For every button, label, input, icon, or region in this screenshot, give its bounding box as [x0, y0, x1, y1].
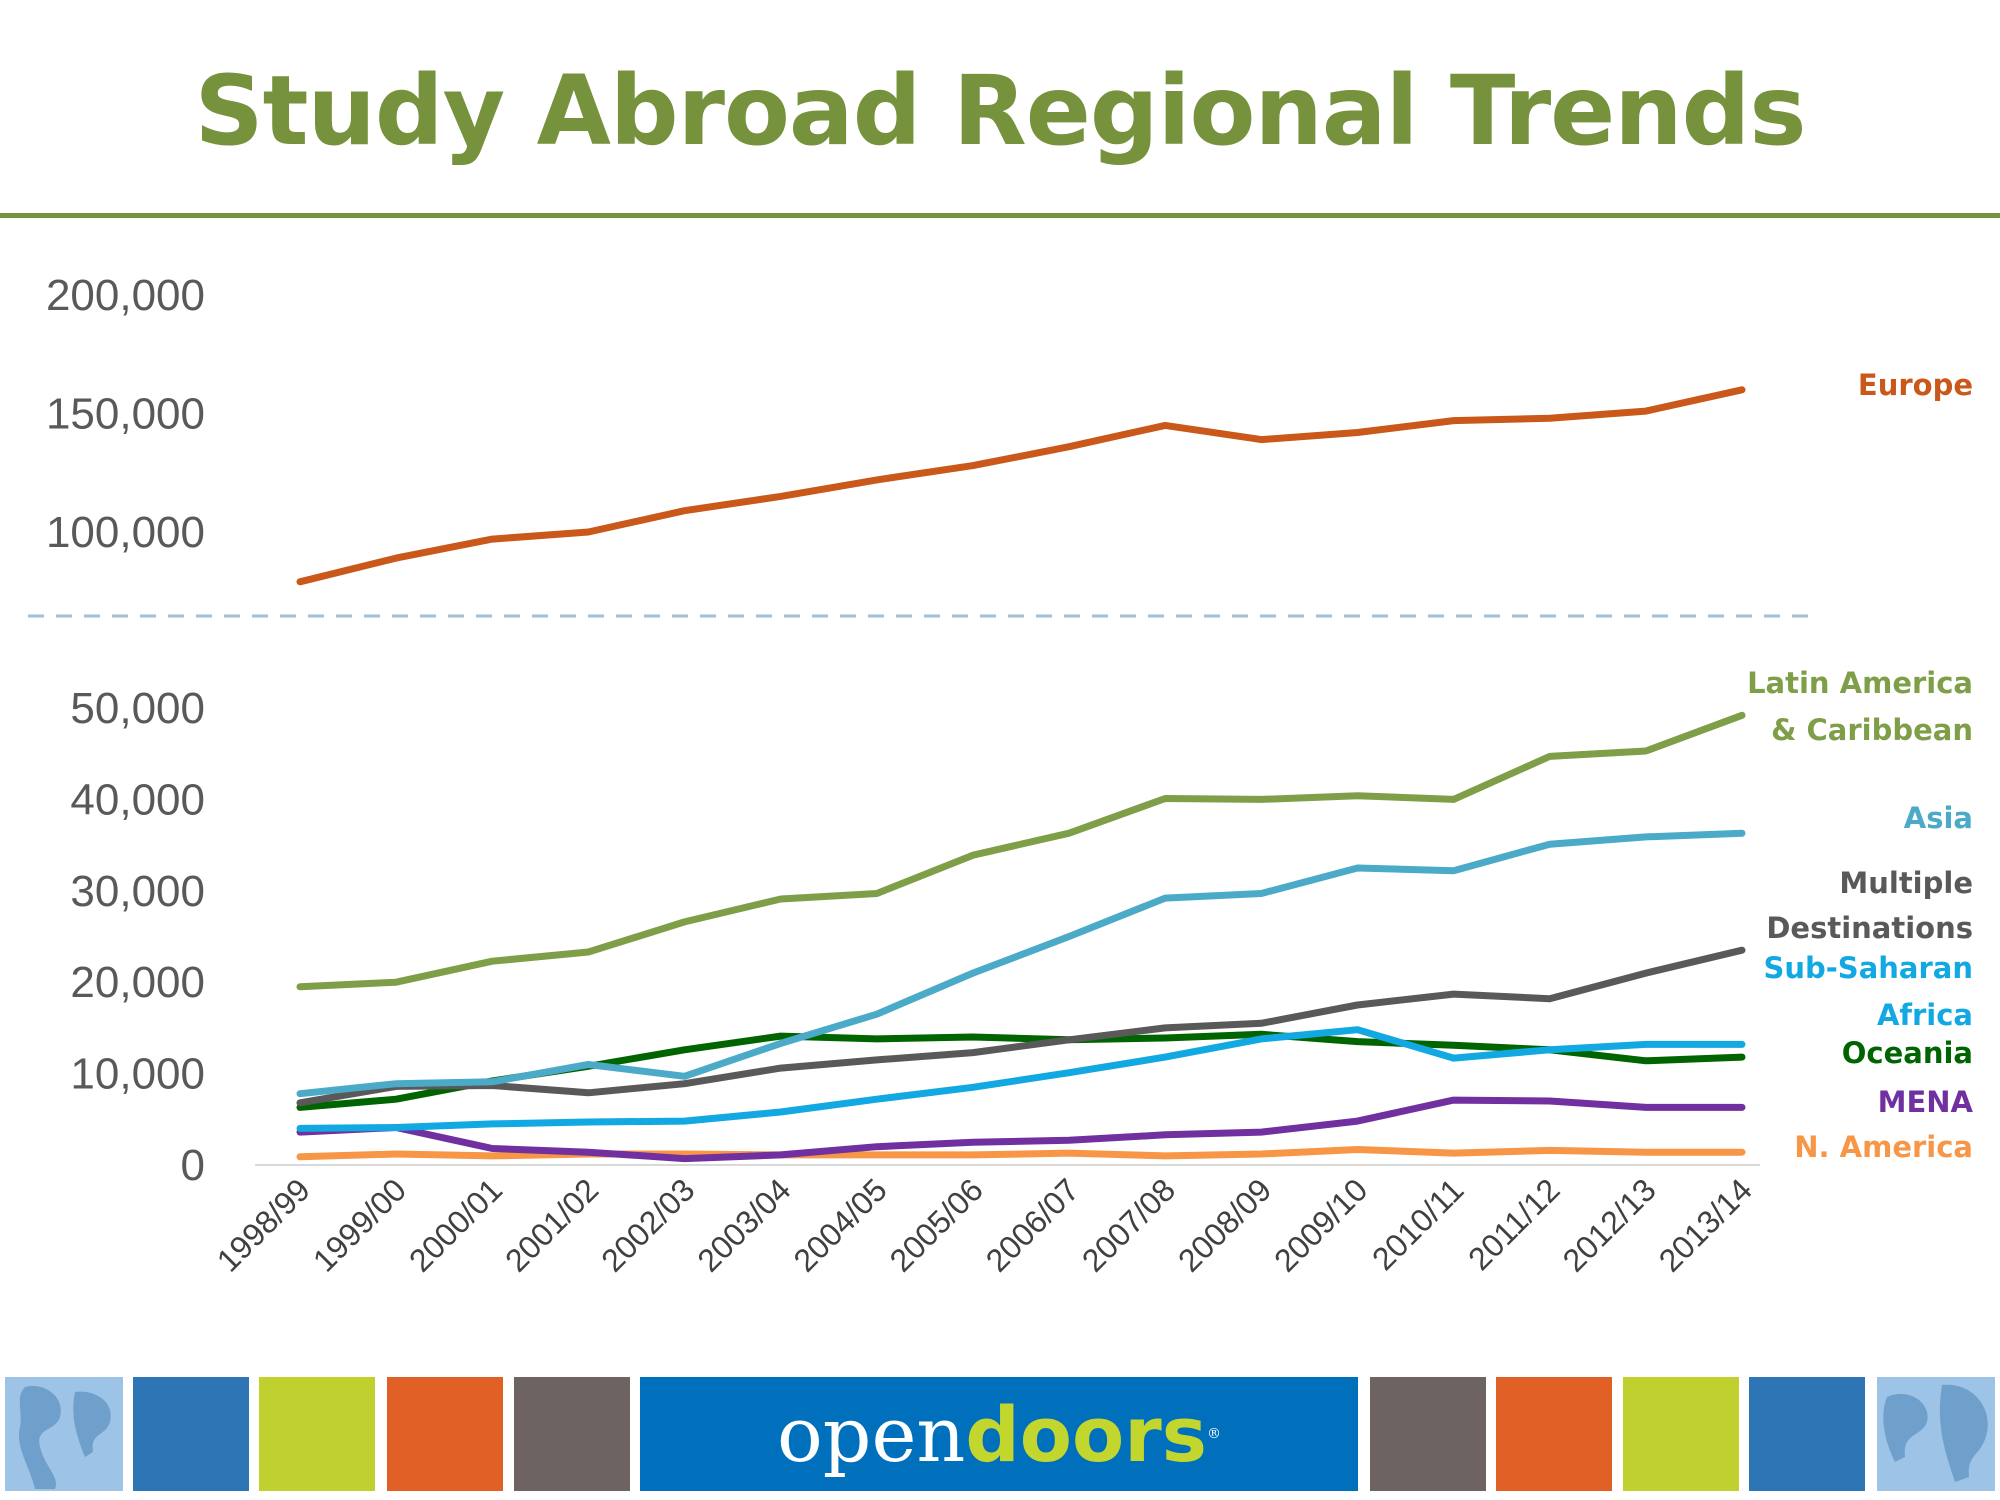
x-tick-label: 1998/99	[210, 1171, 317, 1278]
x-axis-ticks: 1998/991999/002000/012001/022002/032003/…	[210, 1171, 1759, 1278]
y-tick-label: 0	[181, 1141, 205, 1190]
world-map-left-tile	[5, 1377, 123, 1491]
footer-tile-lime-1	[259, 1377, 375, 1491]
footer-tile-blue-1	[133, 1377, 249, 1491]
registered-mark: ®	[1206, 1426, 1221, 1442]
series-line-multiple-destinations	[296, 946, 1746, 1107]
footer-tile-gray-2	[1370, 1377, 1486, 1491]
x-tick-label: 2004/05	[787, 1171, 894, 1278]
slide-title: Study Abroad Regional Trends	[194, 55, 1807, 167]
title-divider	[0, 213, 2000, 218]
x-tick-label: 2001/02	[498, 1171, 605, 1278]
world-map-right-tile	[1877, 1377, 1995, 1491]
series-labels: Europe Latin America & Caribbean Asia Multip…	[1747, 368, 1973, 1164]
footer-tile-orange-2	[1496, 1377, 1612, 1491]
y-tick-label: 40,000	[70, 775, 205, 824]
y-tick-label: 10,000	[70, 1050, 205, 1099]
series-line-asia	[296, 829, 1746, 1098]
series-label: Asia	[1904, 801, 1973, 835]
series-line-europe	[296, 386, 1746, 586]
series-label: Destinations	[1766, 911, 1973, 945]
y-tick-label: 20,000	[70, 958, 205, 1007]
series-label: MENA	[1878, 1085, 1974, 1119]
series-label: Oceania	[1842, 1036, 1973, 1070]
x-tick-label: 2010/11	[1365, 1171, 1471, 1277]
x-tick-label: 2003/04	[690, 1171, 797, 1278]
x-tick-label: 2012/13	[1556, 1171, 1663, 1278]
x-tick-label: 1999/00	[306, 1171, 413, 1278]
logo-doors-text: doors	[965, 1389, 1207, 1479]
x-tick-label: 2011/12	[1461, 1171, 1567, 1277]
series-label: Africa	[1877, 998, 1973, 1032]
x-tick-label: 2009/10	[1267, 1171, 1374, 1278]
series-label: & Caribbean	[1771, 713, 1973, 747]
opendoors-logo: open doors ®	[640, 1377, 1358, 1491]
x-tick-label: 2002/03	[594, 1171, 701, 1278]
series-lines	[296, 386, 1746, 1163]
x-tick-label: 2006/07	[979, 1171, 1086, 1278]
lower-y-axis: 50,000 40,000 30,000 20,000 10,000 0	[70, 684, 205, 1190]
series-label: Multiple	[1839, 866, 1973, 900]
upper-y-axis: 200,000 150,000 100,000	[46, 271, 205, 557]
y-tick-label: 30,000	[70, 867, 205, 916]
footer-banner: open doors ®	[0, 1375, 2000, 1493]
series-label: N. America	[1794, 1130, 1973, 1164]
y-tick-label: 200,000	[46, 271, 205, 320]
globe-map-icon	[5, 1377, 123, 1491]
series-line-mena	[296, 1096, 1746, 1163]
x-tick-label: 2005/06	[883, 1171, 990, 1278]
footer-tile-lime-2	[1623, 1377, 1739, 1491]
line-chart: 200,000 150,000 100,000 50,000 40,000 30,000…	[28, 271, 1974, 1279]
series-line-latin-america-caribbean	[296, 711, 1746, 991]
x-tick-label: 2008/09	[1171, 1171, 1278, 1278]
series-label: Latin America	[1747, 666, 1973, 700]
series-line-n-america	[296, 1146, 1746, 1161]
y-tick-label: 150,000	[46, 390, 205, 439]
y-tick-label: 100,000	[46, 508, 205, 557]
x-tick-label: 2013/14	[1652, 1171, 1759, 1278]
series-label: Europe	[1858, 368, 1973, 402]
x-tick-label: 2007/08	[1075, 1171, 1182, 1278]
y-tick-label: 50,000	[70, 684, 205, 733]
logo-open-text: open	[777, 1389, 966, 1479]
series-line-sub-saharan-africa	[296, 1026, 1746, 1132]
x-tick-label: 2000/01	[402, 1171, 509, 1278]
footer-tile-gray-1	[514, 1377, 630, 1491]
footer-tile-orange-1	[387, 1377, 503, 1491]
series-label: Sub-Saharan	[1763, 951, 1973, 985]
globe-map-icon	[1877, 1377, 1995, 1491]
footer-tile-blue-2	[1749, 1377, 1865, 1491]
